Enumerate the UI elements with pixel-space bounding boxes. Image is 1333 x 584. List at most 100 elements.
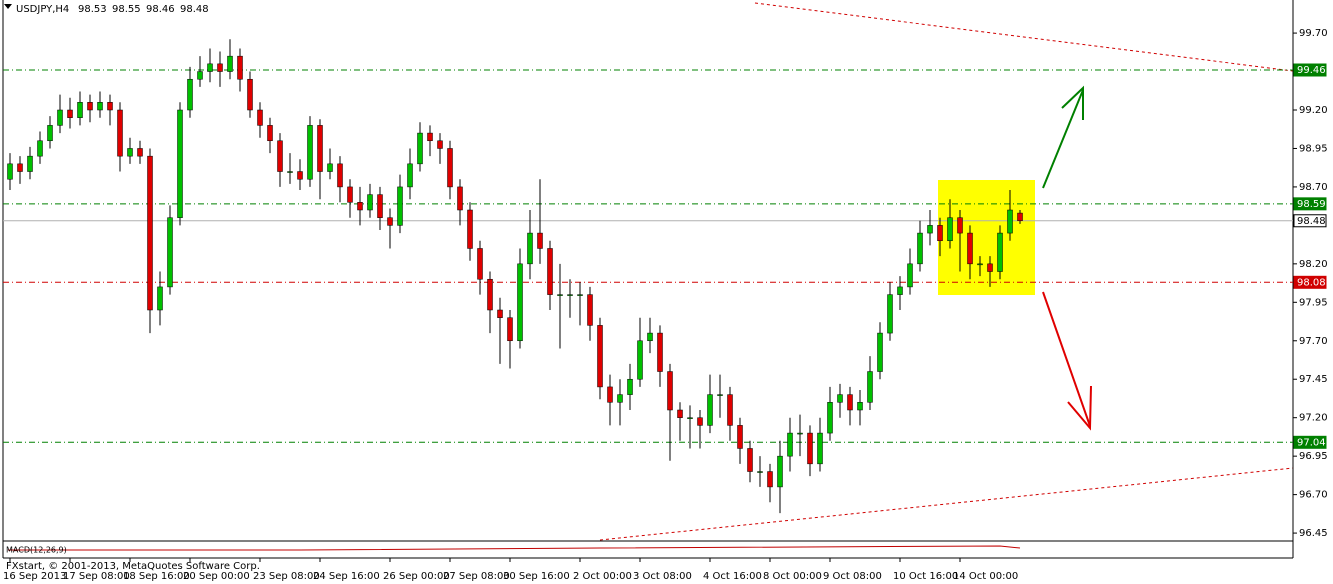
candle bbox=[967, 225, 973, 280]
y-tick-label: 96.45 bbox=[1299, 528, 1328, 539]
candle bbox=[737, 417, 743, 464]
candle-body bbox=[297, 171, 303, 180]
candle-body bbox=[547, 248, 553, 295]
candle-body bbox=[987, 263, 993, 272]
candle bbox=[227, 39, 233, 80]
candle-body bbox=[877, 332, 883, 372]
candle-body bbox=[327, 163, 333, 172]
highlight-box bbox=[938, 180, 1035, 295]
candle-body bbox=[97, 102, 103, 111]
candle-body bbox=[597, 325, 603, 388]
x-tick-label: 2 Oct 00:00 bbox=[573, 571, 632, 582]
candle-body bbox=[197, 71, 203, 80]
y-tick-label: 99.70 bbox=[1299, 28, 1328, 39]
y-tick-label: 97.70 bbox=[1299, 336, 1328, 347]
candle-body bbox=[267, 125, 273, 142]
candle-body bbox=[737, 425, 743, 449]
candle-body bbox=[887, 294, 893, 334]
candle-body bbox=[367, 194, 373, 211]
candle-body bbox=[437, 140, 443, 149]
candle-body bbox=[957, 217, 963, 234]
candle bbox=[997, 225, 1003, 280]
header-value: 98.46 bbox=[146, 4, 175, 15]
candle-body bbox=[237, 55, 243, 80]
candle-body bbox=[867, 371, 873, 403]
x-tick-label: 8 Oct 00:00 bbox=[763, 571, 822, 582]
y-tick-label: 97.20 bbox=[1299, 413, 1328, 424]
candle-body bbox=[257, 109, 263, 126]
candle bbox=[817, 417, 823, 472]
candle-body bbox=[107, 102, 113, 111]
candle-body bbox=[617, 394, 623, 403]
candle bbox=[117, 102, 123, 172]
candle bbox=[417, 122, 423, 172]
candle-body bbox=[637, 340, 643, 380]
candle bbox=[307, 116, 313, 187]
candle bbox=[677, 402, 683, 441]
candle bbox=[77, 91, 83, 126]
candle-body bbox=[317, 125, 323, 172]
candle-body bbox=[487, 278, 493, 311]
candle bbox=[747, 440, 753, 483]
x-tick-label: 3 Oct 08:00 bbox=[633, 571, 692, 582]
candle-body bbox=[847, 394, 853, 411]
candle bbox=[567, 279, 573, 318]
y-tick-label: 98.95 bbox=[1299, 143, 1328, 154]
candle bbox=[167, 205, 173, 295]
candle bbox=[257, 102, 263, 138]
candle bbox=[437, 133, 443, 164]
candle-body bbox=[27, 155, 33, 172]
candle bbox=[367, 183, 373, 218]
candle bbox=[27, 146, 33, 180]
candle bbox=[657, 325, 663, 387]
candle-body bbox=[397, 186, 403, 226]
candle bbox=[447, 140, 453, 200]
candle-body bbox=[907, 263, 913, 288]
candle bbox=[927, 210, 933, 246]
candle bbox=[157, 271, 163, 326]
y-tick-label: 97.45 bbox=[1299, 374, 1328, 385]
candle bbox=[667, 363, 673, 461]
candle-body bbox=[567, 294, 573, 296]
candle bbox=[527, 210, 533, 280]
candle-body bbox=[677, 409, 683, 418]
x-tick-label: 26 Sep 00:00 bbox=[383, 571, 450, 582]
candle bbox=[377, 186, 383, 230]
candle-body bbox=[477, 248, 483, 280]
candle bbox=[87, 94, 93, 123]
candle-body bbox=[357, 202, 363, 211]
candle bbox=[787, 417, 793, 472]
candle-body bbox=[377, 194, 383, 218]
level-label: 98.08 bbox=[1297, 277, 1326, 288]
indicator-line bbox=[8, 545, 1021, 551]
candle bbox=[127, 137, 133, 164]
candle-body bbox=[7, 163, 13, 180]
candle-body bbox=[537, 232, 543, 249]
candle-body bbox=[647, 332, 653, 342]
y-tick-label: 98.20 bbox=[1299, 259, 1328, 270]
candle bbox=[837, 383, 843, 418]
candle bbox=[977, 256, 983, 277]
candle bbox=[757, 456, 763, 487]
candle-body bbox=[577, 294, 583, 296]
y-tick-label: 97.95 bbox=[1299, 297, 1328, 308]
candle bbox=[767, 463, 773, 503]
x-tick-label: 14 Oct 00:00 bbox=[953, 571, 1018, 582]
candle-body bbox=[467, 209, 473, 249]
candle bbox=[887, 282, 893, 341]
candle-body bbox=[407, 163, 413, 188]
candle-body bbox=[687, 417, 693, 419]
candle bbox=[467, 202, 473, 261]
level-label: 98.48 bbox=[1297, 216, 1326, 227]
x-tick-label: 4 Oct 16:00 bbox=[703, 571, 762, 582]
candle-body bbox=[57, 109, 63, 126]
x-tick-label: 23 Sep 08:00 bbox=[253, 571, 320, 582]
candle bbox=[17, 156, 23, 184]
candle-body bbox=[337, 163, 343, 188]
level-label: 98.59 bbox=[1297, 199, 1326, 210]
candle bbox=[407, 148, 413, 200]
y-tick-label: 99.20 bbox=[1299, 105, 1328, 116]
candle bbox=[107, 94, 113, 126]
x-tick-label: 17 Sep 08:00 bbox=[63, 571, 130, 582]
candle bbox=[97, 91, 103, 118]
